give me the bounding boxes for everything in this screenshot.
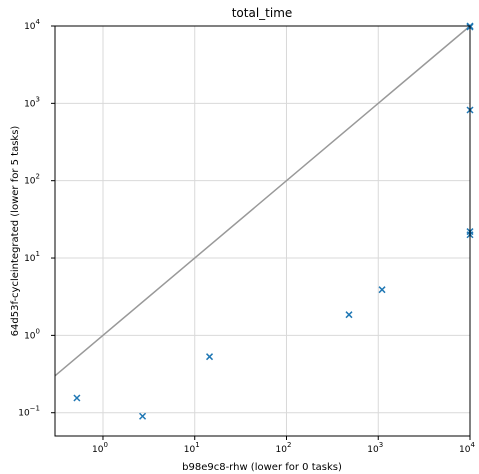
reference-line	[54, 25, 471, 377]
y-tick-label: 104	[24, 18, 40, 32]
data-points	[73, 22, 474, 420]
x-tick-label: 101	[184, 441, 200, 455]
data-point	[139, 412, 147, 420]
data-point	[206, 353, 214, 361]
plot-frame	[54, 25, 471, 437]
y-tick-label: 103	[24, 95, 40, 109]
data-point	[345, 311, 353, 319]
chart-title: total_time	[232, 6, 293, 20]
data-point	[73, 394, 81, 402]
grid	[55, 25, 471, 436]
x-axis-label: b98e9c8-rhw (lower for 0 tasks)	[182, 462, 342, 473]
y-tick-label: 102	[24, 173, 40, 187]
y-axis-label: 64d53f-cycleintegrated (lower for 5 task…	[10, 126, 21, 337]
y-axis-ticks: 10−1 100 101 102 103 104	[18, 18, 55, 419]
y-tick-label: 10−1	[18, 405, 40, 419]
x-tick-label: 102	[276, 441, 292, 455]
x-tick-label: 104	[459, 441, 475, 455]
x-axis-ticks: 100 101 102 103 104	[92, 436, 475, 455]
y-tick-label: 100	[24, 327, 40, 341]
data-point	[378, 286, 386, 294]
y-tick-label: 101	[24, 250, 40, 264]
x-tick-label: 100	[92, 441, 108, 455]
x-tick-label: 103	[367, 441, 383, 455]
